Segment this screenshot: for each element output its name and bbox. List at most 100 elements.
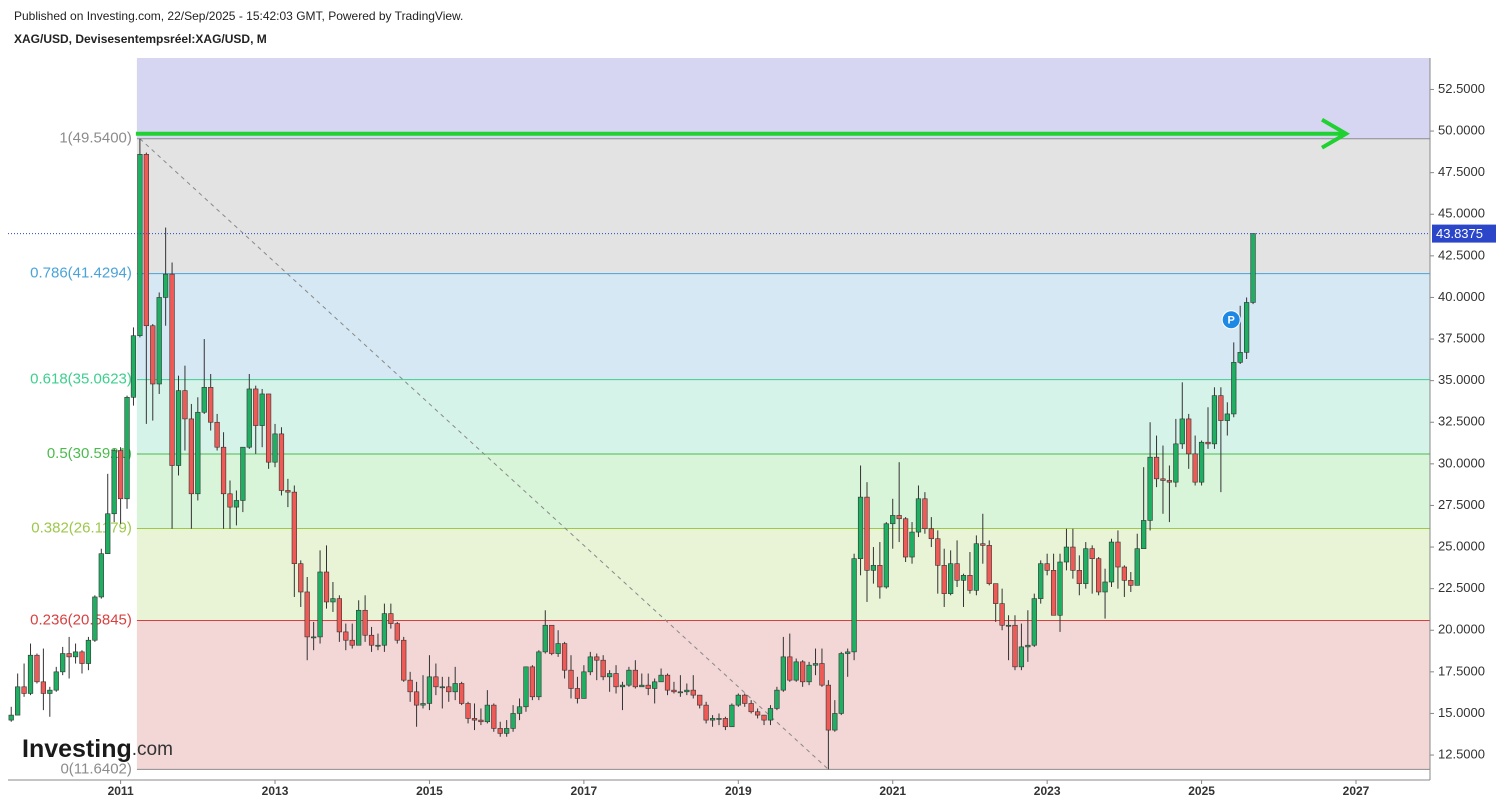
candle-body [722,718,729,728]
candle-body [896,515,902,520]
candle-body [459,683,465,704]
fib-trend-line [139,138,829,770]
candle-body [632,669,638,688]
candle-body [703,704,709,721]
candle-body [504,728,510,734]
candle-body [278,433,285,491]
candle-body [664,674,671,691]
last-price-box [1432,224,1496,243]
candle-body [227,493,233,508]
candle-body [902,518,909,558]
candle-body [21,686,27,694]
x-tick-label: 2027 [1343,784,1370,798]
candle-body [1244,302,1250,353]
candle-body [645,684,651,689]
candle-body [285,490,291,493]
candle-body [529,666,536,698]
plot: P [8,117,1430,770]
candle-body [85,639,92,664]
candle-body [240,446,246,501]
y-tick-label: 47.5000 [1438,164,1485,179]
y-tick-label: 50.0000 [1438,122,1485,137]
y-tick-label: 30.0000 [1438,455,1485,470]
candle-body [587,656,593,673]
fib-zone [136,58,1430,139]
candle-body [156,297,162,385]
candle-body [1005,624,1012,627]
candle-body [748,703,754,713]
candle-body [1031,598,1037,646]
candle-body [1211,395,1218,445]
candle-body [993,583,999,604]
candle-body [928,528,934,540]
candle-body [53,671,59,691]
candle-body [767,708,774,721]
candle-body [1012,624,1018,668]
candle-body [838,653,844,714]
candle-body [671,689,677,693]
candle-body [1205,441,1211,445]
candle-body [1179,418,1185,445]
candle-body [909,531,915,558]
candle-body [742,694,748,704]
marker [1221,310,1241,330]
candle-body [478,719,484,723]
candle-body [130,335,137,398]
candle-body [72,651,79,658]
candle-body [388,613,394,624]
candle-body [857,496,864,559]
candle-body [491,704,497,729]
logo-name: Investing [22,735,132,763]
candle-body [652,681,658,689]
candle-body [658,674,664,683]
fib-level-label: 0.618(35.0623) [30,371,132,388]
x-tick-label: 2017 [571,784,598,798]
candle-body [34,654,40,683]
candle-body [890,515,896,525]
candle-body [452,683,458,693]
y-tick-label: 17.5000 [1438,663,1485,678]
candle-body [1198,441,1205,483]
candle-body [639,684,645,688]
candle-body [182,390,188,420]
candle-body [105,513,111,554]
logo: Investing.com [22,735,173,763]
candle-body [1076,570,1082,584]
candle-body [1153,456,1160,480]
candle-body [832,713,838,731]
candle-body [716,718,722,720]
fib-level-label: 0.382(26.1179) [31,519,132,536]
candle-body [47,689,53,694]
candle-body [117,450,124,500]
candle-body [1108,541,1115,583]
candle-body [1160,478,1166,481]
y-tick-label: 25.0000 [1438,538,1485,553]
published-note: Published on Investing.com, 22/Sep/2025 … [14,9,463,23]
candle-body [60,653,66,673]
candle-body [362,609,368,636]
candle-body [1121,566,1127,581]
candle-body [845,651,851,654]
candle-body [735,694,741,706]
fib-level-label: 0.5(30.5921) [47,445,132,462]
candle-body [111,450,117,515]
candle-body [877,565,883,588]
candle-body [574,688,581,699]
candle-body [439,686,445,689]
candle-body [137,154,143,337]
symbol-title: XAG/USD, Devisesentempsréel:XAG/USD, M [14,32,267,46]
candle-body [124,396,130,500]
candle-body [323,571,330,603]
candle-body [375,644,381,647]
candle-body [1089,548,1095,559]
candle-body [1173,443,1179,483]
candle-body [175,390,182,466]
candle-body [1102,581,1108,593]
y-tick-label: 32.5000 [1438,414,1485,429]
y-tick-label: 42.5000 [1438,247,1485,262]
candle-body [516,706,523,714]
candle-body [265,393,272,463]
fib-zone [136,453,1430,529]
candle-body [1050,570,1057,616]
candle-body [1166,480,1173,483]
